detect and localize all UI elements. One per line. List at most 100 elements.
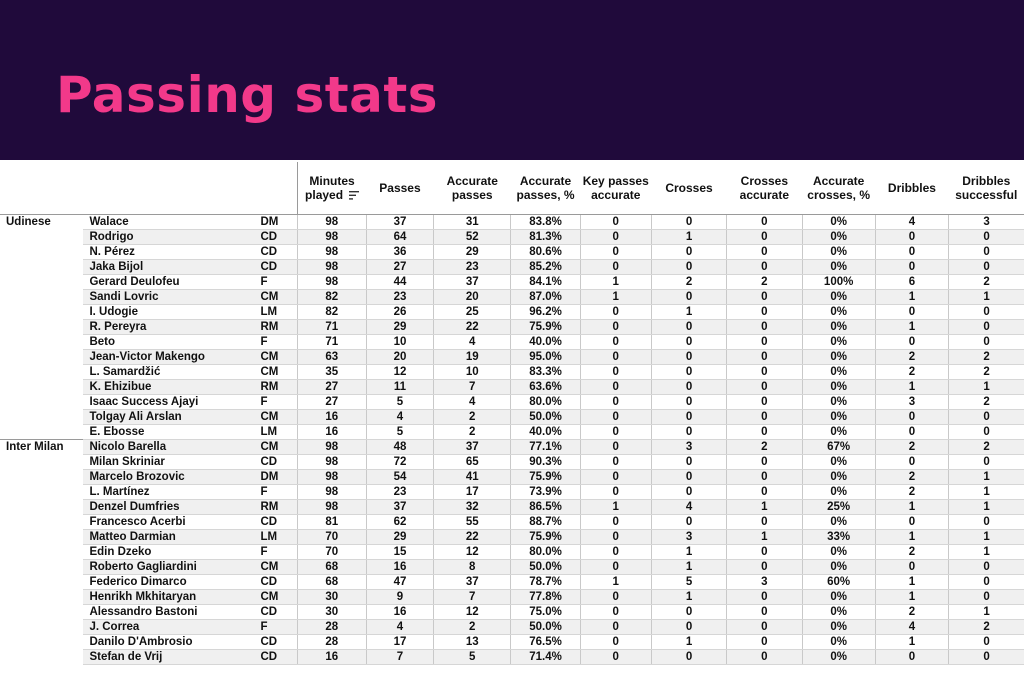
stat-cell: 83.3% [510, 364, 581, 380]
sort-icon[interactable] [349, 191, 360, 200]
team-cell-empty [0, 544, 83, 559]
stat-cell: 67% [801, 438, 876, 455]
stat-cell: 1 [579, 499, 652, 515]
stat-cell: 11 [365, 379, 434, 395]
stat-cell: 1 [948, 469, 1024, 485]
player-position: CM [256, 589, 298, 605]
stat-cell: 0 [874, 409, 949, 425]
stat-cell: 1 [874, 634, 949, 650]
stat-cell: 86.5% [510, 499, 581, 515]
stat-cell: 2 [948, 619, 1024, 635]
column-header[interactable]: Passes [366, 162, 434, 215]
stat-cell: 22 [433, 529, 511, 545]
player-name: Matteo Darmian [83, 529, 257, 545]
player-name: Sandi Lovric [83, 289, 257, 305]
stat-cell: 55 [433, 514, 511, 530]
team-cell-empty [0, 649, 83, 664]
column-header[interactable]: Dribbles successful [948, 162, 1024, 215]
stat-cell: 0 [726, 409, 802, 425]
table-row: Jean-Victor Makengo CM 63 20 19 95.0% 0 0 0 0% 2 2 [0, 349, 1024, 365]
stat-cell: 100% [801, 274, 876, 290]
table-row: Danilo D'Ambrosio CD 28 17 13 76.5% 0 1 0 0% 1 0 [0, 634, 1024, 650]
stat-cell: 22 [433, 319, 511, 335]
stat-cell: 81 [296, 514, 367, 530]
header-banner: Passing stats [0, 0, 1024, 160]
stat-cell: 37 [365, 214, 434, 230]
stat-cell: 0 [726, 484, 802, 500]
stat-cell: 20 [365, 349, 434, 365]
stat-cell: 37 [433, 574, 511, 590]
column-header[interactable]: Dribbles [875, 162, 949, 215]
stat-cell: 23 [365, 289, 434, 305]
stat-cell: 3 [726, 574, 802, 590]
player-name: Milan Skriniar [83, 454, 257, 470]
stat-cell: 4 [874, 214, 949, 230]
team-cell-empty [0, 454, 83, 469]
stat-cell: 1 [650, 544, 727, 560]
table-row: Matteo Darmian LM 70 29 22 75.9% 0 3 1 33% 1 1 [0, 529, 1024, 545]
stat-cell: 63 [296, 349, 367, 365]
stat-cell: 1 [726, 529, 802, 545]
column-header[interactable]: Accurate passes, % [510, 162, 581, 215]
stat-cell: 0 [874, 244, 949, 260]
stat-cell: 0 [726, 544, 802, 560]
table-row: Tolgay Ali Arslan CM 16 4 2 50.0% 0 0 0 0% 0 0 [0, 409, 1024, 425]
stat-cell: 0 [948, 514, 1024, 530]
stat-cell: 0 [650, 259, 727, 275]
stat-cell: 17 [365, 634, 434, 650]
stat-cell: 84.1% [510, 274, 581, 290]
stat-cell: 60% [801, 574, 876, 590]
player-name: Walace [83, 214, 257, 230]
stat-cell: 1 [579, 574, 652, 590]
team-cell-empty [0, 424, 83, 439]
stat-cell: 0 [650, 469, 727, 485]
stat-cell: 2 [948, 438, 1024, 455]
stat-cell: 0 [650, 214, 727, 230]
stat-cell: 64 [365, 229, 434, 245]
team-cell-empty [0, 619, 83, 634]
stat-cell: 75.9% [510, 529, 581, 545]
stat-cell: 23 [365, 484, 434, 500]
table-row: N. Pérez CD 98 36 29 80.6% 0 0 0 0% 0 0 [0, 244, 1024, 260]
player-position: CD [256, 454, 298, 470]
stat-cell: 2 [433, 619, 511, 635]
stat-cell: 0% [801, 394, 876, 410]
stat-cell: 17 [433, 484, 511, 500]
stat-cell: 20 [433, 289, 511, 305]
stat-cell: 0% [801, 469, 876, 485]
stat-cell: 1 [874, 589, 949, 605]
stat-cell: 0 [948, 259, 1024, 275]
table-row: Gerard Deulofeu F 98 44 37 84.1% 1 2 2 100% 6 2 [0, 274, 1024, 290]
team-cell-empty [0, 229, 83, 244]
team-name: Udinese [6, 215, 51, 228]
stat-cell: 25% [801, 499, 876, 515]
table-row: Sandi Lovric CM 82 23 20 87.0% 1 0 0 0% 1 1 [0, 289, 1024, 305]
column-header[interactable]: Minutes played [296, 162, 367, 215]
stat-cell: 37 [433, 438, 511, 455]
stat-cell: 0 [650, 364, 727, 380]
stat-cell: 0 [650, 244, 727, 260]
column-header[interactable]: Accurate crosses, % [802, 162, 876, 215]
table-row: Udinese Walace DM 98 37 31 83.8% 0 0 0 0% 4 3 [0, 214, 1024, 230]
column-header[interactable]: Key passes accurate [580, 162, 652, 215]
stat-cell: 0 [650, 484, 727, 500]
stat-cell: 0 [948, 649, 1024, 665]
table-row: Inter Milan Nicolo Barella CM 98 48 37 77.1% 0 3… [0, 438, 1024, 455]
stat-cell: 28 [296, 619, 367, 635]
stat-cell: 0 [726, 319, 802, 335]
stat-cell: 98 [296, 454, 367, 470]
stat-cell: 0 [874, 424, 949, 440]
stat-cell: 0% [801, 544, 876, 560]
stat-cell: 0 [948, 244, 1024, 260]
team-cell-empty [0, 289, 83, 304]
stat-cell: 5 [365, 394, 434, 410]
column-header[interactable]: Crosses [651, 162, 727, 215]
stat-cell: 1 [650, 589, 727, 605]
column-header[interactable]: Crosses accurate [726, 162, 802, 215]
stat-cell: 0 [726, 649, 802, 665]
stat-cell: 80.0% [510, 544, 581, 560]
stat-cell: 0 [579, 409, 652, 425]
player-name: Denzel Dumfries [83, 499, 257, 515]
stat-cell: 0 [948, 424, 1024, 440]
column-header[interactable]: Accurate passes [433, 162, 511, 215]
